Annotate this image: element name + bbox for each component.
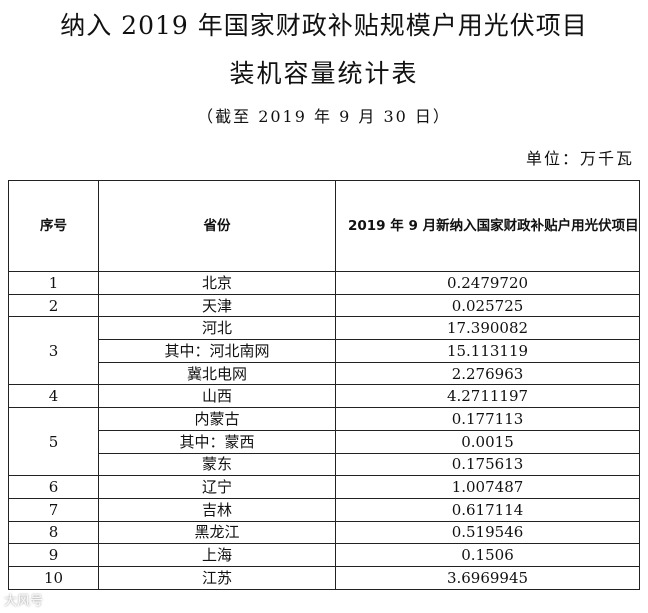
table-row: 其中：河北南网 15.113119	[9, 339, 640, 363]
capacity-cell: 0.2479720	[335, 271, 640, 295]
table-row: 2 天津 0.025725	[8, 293, 640, 318]
capacity-cell: 1.007487	[335, 475, 640, 499]
capacity-cell: 0.175613	[335, 452, 640, 477]
row-number: 2	[8, 293, 99, 318]
subtitle: （截至 2019 年 9 月 30 日）	[197, 107, 451, 126]
capacity-cell: 4.2711197	[335, 384, 640, 409]
row-number: 8	[8, 520, 99, 545]
table-row: 蒙东 0.175613	[9, 452, 640, 477]
province-cell: 北京	[98, 271, 336, 295]
capacity-table: 序号 省份 2019 年 9 月新纳入国家财政补贴户用光伏项目 1 北京 0.247…	[8, 180, 640, 590]
row-number: 6	[8, 475, 99, 499]
table-row: 6 辽宁 1.007487	[8, 475, 640, 499]
capacity-cell: 0.0015	[335, 429, 640, 454]
row-number: 7	[8, 497, 99, 522]
title-line-1: 纳入 2019 年国家财政补贴规模户用光伏项目	[60, 11, 588, 40]
capacity-cell: 0.1506	[335, 543, 640, 567]
capacity-cell: 3.6969945	[335, 565, 640, 590]
row-number: 3	[8, 316, 99, 386]
row-number: 5	[8, 407, 99, 477]
table-header: 序号 省份 2019 年 9 月新纳入国家财政补贴户用光伏项目	[8, 180, 640, 272]
province-cell: 吉林	[98, 497, 336, 522]
capacity-cell: 0.519546	[335, 520, 640, 545]
watermark: 大风号	[4, 594, 44, 609]
table-row: 4 山西 4.2711197	[8, 384, 640, 409]
row-number: 4	[8, 384, 99, 409]
table-row: 10 江苏 3.6969945	[8, 565, 640, 590]
province-cell: 内蒙古	[98, 407, 336, 431]
province-cell: 山西	[98, 384, 336, 409]
row-number: 1	[8, 271, 99, 295]
capacity-cell: 2.276963	[335, 361, 640, 386]
province-cell: 上海	[98, 543, 336, 567]
province-cell: 天津	[98, 293, 336, 318]
province-cell: 其中：蒙西	[98, 429, 336, 454]
table-row: 8 黑龙江 0.519546	[8, 520, 640, 545]
title-line-2: 装机容量统计表	[229, 59, 419, 88]
row-number: 10	[8, 565, 99, 590]
table-row: 5 内蒙古 0.177113	[8, 407, 640, 477]
province-cell: 黑龙江	[98, 520, 336, 545]
capacity-cell: 17.390082	[335, 316, 640, 341]
table-row: 冀北电网 2.276963	[9, 361, 640, 386]
table-row: 1 北京 0.2479720	[8, 271, 640, 295]
capacity-cell: 15.113119	[335, 339, 640, 363]
header-value: 2019 年 9 月新纳入国家财政补贴户用光伏项目	[335, 180, 640, 272]
capacity-cell: 0.177113	[335, 407, 640, 431]
province-cell: 蒙东	[98, 452, 336, 477]
header-no: 序号	[8, 180, 99, 272]
table-row: 7 吉林 0.617114	[8, 497, 640, 522]
table-row: 3 河北 17.390082	[8, 316, 640, 386]
capacity-cell: 0.617114	[335, 497, 640, 522]
header-province: 省份	[98, 180, 336, 272]
province-cell: 河北	[98, 316, 336, 341]
province-cell: 江苏	[98, 565, 336, 590]
capacity-cell: 0.025725	[335, 293, 640, 318]
table-row: 其中：蒙西 0.0015	[9, 429, 640, 454]
row-number: 9	[8, 543, 99, 567]
table-row: 9 上海 0.1506	[8, 543, 640, 567]
province-cell: 其中：河北南网	[98, 339, 336, 363]
province-cell: 辽宁	[98, 475, 336, 499]
unit-label: 单位：万千瓦	[525, 149, 634, 168]
province-cell: 冀北电网	[98, 361, 336, 386]
